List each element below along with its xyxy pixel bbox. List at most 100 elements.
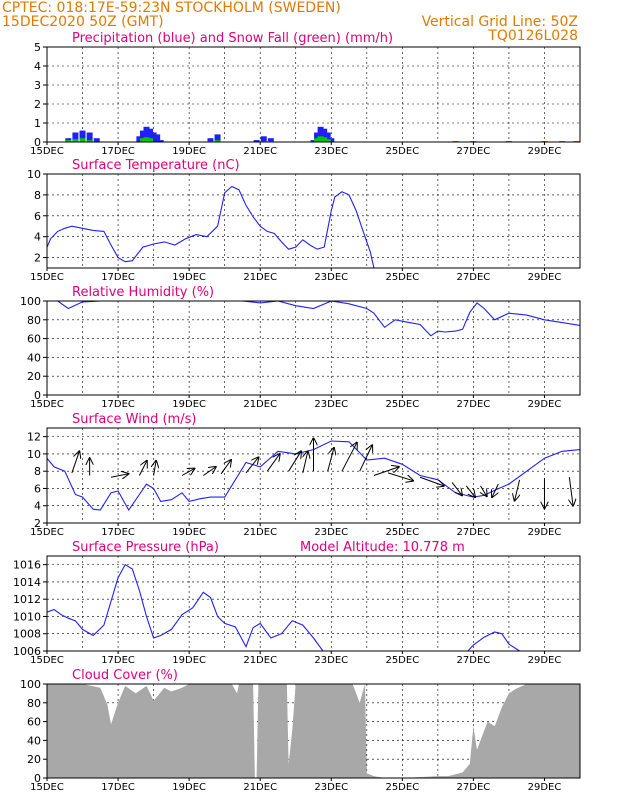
snow-bar [65,140,72,142]
frame-humidity [46,300,581,396]
x-tick-label: 25DEC [385,272,419,283]
y-tick-label: 1012 [13,593,41,606]
x-tick-label: 27DEC [457,527,491,538]
panel-temperature: 2 4 6 8 10 15DEC 17DEC 19DEC 21DEC 23DEC 25DEC 27DE… [27,158,581,283]
y-tick-label: 1016 [13,559,41,572]
panels: 0 12 3 4 5 15DEC 17DEC 19DEC 21DEC 23DEC 25DEC 27DE… [13,31,581,793]
y-tick-label: 5 [34,41,41,54]
x-tick-label: 27DEC [457,272,491,283]
y-tick-label: 60 [27,333,41,346]
x-tick-label: 23DEC [314,527,348,538]
precip-bar [157,140,164,142]
precip-bar [214,134,221,142]
wind-arrow [181,469,194,476]
snow-bar [143,137,150,142]
precip-bar [317,126,324,142]
y-tick-label: 20 [27,753,41,766]
series-line-humidity [47,301,580,337]
wind-arrow [515,479,520,501]
header-grid-note: Vertical Grid Line: 50Z [422,14,578,30]
plot-area-cloud [47,684,580,778]
wind-arrow [481,485,487,496]
header-model-code: TQ0126L028 [487,28,578,44]
wind-arrow [303,451,308,474]
precip-bar [136,136,143,142]
x-tick-label: 17DEC [101,782,135,793]
panel-pressure: 1006 1008 1010 1012 1014 1016 15DEC 17DEC 19DEC 2… [13,540,581,666]
precip-bar [86,132,93,142]
precip-bar [147,128,154,142]
y-tick-label: 6 [34,210,41,223]
snow-bar [147,138,154,142]
wind-arrow [419,476,444,486]
x-tick-label: 15DEC [30,655,64,666]
x-tick-label: 29DEC [528,655,562,666]
snow-bar [324,139,331,142]
x-tick-label: 21DEC [243,272,277,283]
y-tick-label: 80 [27,697,41,710]
wind-arrow [451,482,462,495]
y-tick-label: 6 [34,482,41,495]
precip-bar [139,130,146,142]
wind-arrow [373,467,399,476]
snow-bar [314,138,321,142]
x-tick-label: 17DEC [101,399,135,410]
plot-area-temperature [47,185,375,268]
x-tick-label: 25DEC [385,655,419,666]
x-tick-label: 19DEC [172,146,206,157]
panel-precipitation: 0 1 2 3 4 5 15DEC 17DEC 19DEC 21DEC 23DEC 25DEC 27DE… [30,31,581,157]
y-tick-label: 4 [34,60,41,73]
precip-bar [72,132,79,142]
snow-bar [321,137,328,142]
cloud-area [47,684,580,778]
y-tick-label: 12 [27,431,41,444]
x-tick-label: 27DEC [457,146,491,157]
precip-bar [321,128,328,142]
wind-arrow [154,461,156,476]
x-tick-label: 19DEC [172,272,206,283]
frame-temperature [46,173,581,269]
precip-bar [328,138,335,142]
precip-bar [310,140,317,142]
y-tick-label: 100 [20,678,41,691]
precip-bar [93,138,100,142]
wind-arrow [359,445,372,472]
x-tick-label: 29DEC [528,272,562,283]
x-tick-label: 15DEC [30,782,64,793]
y-tick-label: 40 [27,734,41,747]
y-tick-label: 100 [20,295,41,308]
panel-title-pressure: Surface Pressure (hPa) [72,540,219,555]
precip-bar [260,136,267,142]
y-tick-label: 1010 [13,610,41,623]
panel-title-cloud: Cloud Cover (%) [72,668,178,683]
x-tick-label: 15DEC [30,146,64,157]
wind-arrow [341,443,357,472]
x-tick-label: 17DEC [101,272,135,283]
frame-cloud [46,683,581,779]
y-tick-label: 3 [34,79,41,92]
x-tick-label: 21DEC [243,655,277,666]
plot-area-pressure [47,563,520,651]
y-tick-label: 0 [34,772,41,785]
wind-arrow [71,451,79,474]
wind-arrow [465,485,475,497]
panel-humidity: 0 20 40 60 80 100 15DEC 17DEC 19DEC 21DEC 23DEC 25D… [20,285,581,410]
x-tick-label: 25DEC [385,399,419,410]
panel-title-humidity: Relative Humidity (%) [72,285,214,300]
snow-bar [79,138,86,142]
panel-note-pressure: Model Altitude: 10.778 m [300,540,465,555]
x-tick-label: 29DEC [528,146,562,157]
x-tick-label: 25DEC [385,527,419,538]
x-tick-label: 17DEC [101,146,135,157]
x-tick-label: 21DEC [243,527,277,538]
plot-area-wind [47,438,580,512]
y-tick-label: 4 [34,231,41,244]
precip-bar [253,140,260,142]
y-tick-label: 1 [34,117,41,130]
y-tick-label: 1006 [13,645,41,658]
x-tick-label: 27DEC [457,782,491,793]
x-tick-label: 19DEC [172,655,206,666]
panel-title-wind: Surface Wind (m/s) [72,412,196,427]
series-line-pressure [47,563,324,651]
precip-bar [154,134,161,142]
